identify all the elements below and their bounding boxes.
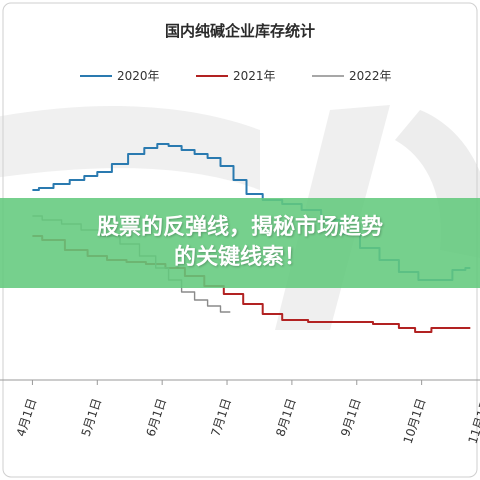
- x-tick-label: 7月1日: [208, 397, 233, 439]
- x-tick-label: 9月1日: [338, 397, 363, 439]
- headline-line-1: 股票的反弹线，揭秘市场趋势: [96, 215, 383, 240]
- x-tick-label: 5月1日: [79, 397, 104, 439]
- legend-label-2021: 2021年: [233, 69, 276, 83]
- x-tick-label: 4月1日: [14, 397, 39, 439]
- headline-banner: 股票的反弹线，揭秘市场趋势 的关键线索！: [0, 198, 480, 288]
- legend-label-2020: 2020年: [117, 69, 160, 83]
- x-tick-layer: 4月1日 5月1日 6月1日 7月1日 8月1日 9月1日 10月1日 11月1日: [14, 380, 480, 446]
- x-tick-label: 10月1日: [401, 397, 429, 446]
- legend-label-2022: 2022年: [349, 69, 392, 83]
- chart-legend: 2020年 2021年 2022年: [80, 69, 392, 83]
- x-tick-label: 11月1日: [466, 397, 480, 446]
- x-tick-label: 6月1日: [144, 397, 169, 439]
- chart-title: 国内纯碱企业库存统计: [165, 22, 315, 40]
- x-tick-label: 8月1日: [273, 397, 298, 439]
- headline-line-2: 的关键线索！: [173, 245, 306, 270]
